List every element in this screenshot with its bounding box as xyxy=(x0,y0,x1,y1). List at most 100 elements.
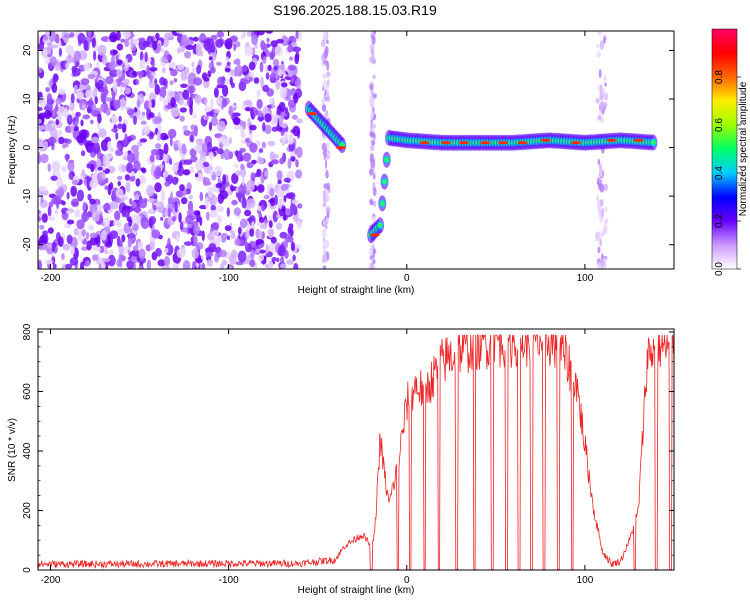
noise-blob xyxy=(278,69,283,77)
noise-blob xyxy=(324,89,327,97)
noise-blob xyxy=(57,186,65,198)
noise-blob xyxy=(255,229,263,239)
noise-blob xyxy=(223,148,231,161)
noise-blob xyxy=(604,92,608,102)
noise-blob xyxy=(207,186,214,198)
noise-blob xyxy=(126,260,134,269)
noise-blob xyxy=(281,82,288,88)
noise-blob xyxy=(323,49,329,60)
noise-blob xyxy=(295,159,299,168)
noise-blob xyxy=(48,216,55,221)
noise-blob xyxy=(326,211,330,218)
noise-blob xyxy=(290,76,295,83)
noise-blob xyxy=(47,136,57,145)
noise-blob xyxy=(276,222,283,231)
noise-blob xyxy=(167,207,172,218)
noise-blob xyxy=(83,39,89,51)
noise-blob xyxy=(595,97,600,104)
noise-blob xyxy=(269,197,276,207)
noise-blob xyxy=(97,44,107,56)
noise-blob xyxy=(206,141,213,153)
noise-blob xyxy=(264,113,272,123)
noise-blob xyxy=(370,110,374,120)
noise-blob xyxy=(45,87,50,93)
noise-blob xyxy=(129,175,136,182)
noise-blob xyxy=(276,257,280,263)
noise-blob xyxy=(288,223,294,230)
noise-blob xyxy=(204,115,209,121)
noise-blob xyxy=(124,57,128,69)
noise-blob xyxy=(193,125,198,137)
noise-blob xyxy=(199,216,203,226)
noise-blob xyxy=(209,200,215,206)
ridge-peak xyxy=(419,141,430,145)
noise-blob xyxy=(265,31,274,34)
noise-blob xyxy=(204,96,208,107)
noise-blob xyxy=(38,67,43,74)
noise-blob xyxy=(151,60,155,68)
snr-y-tick-label: 600 xyxy=(22,383,33,400)
noise-blob xyxy=(196,64,202,75)
noise-blob xyxy=(224,225,232,232)
spectrogram-y-tick-label: 10 xyxy=(22,93,33,105)
noise-blob xyxy=(101,154,111,165)
noise-blob xyxy=(265,72,270,80)
noise-blob xyxy=(234,66,238,77)
ridge-inner xyxy=(382,179,387,184)
noise-blob xyxy=(38,106,43,112)
noise-blob xyxy=(38,139,44,150)
noise-blob xyxy=(65,62,70,70)
noise-blob xyxy=(100,104,105,112)
noise-blob xyxy=(169,80,174,86)
noise-blob xyxy=(162,78,168,86)
noise-blob xyxy=(233,43,237,51)
noise-blob xyxy=(117,181,122,187)
noise-blob xyxy=(206,111,213,117)
noise-blob xyxy=(181,143,187,155)
noise-blob xyxy=(600,260,605,267)
noise-blob xyxy=(65,153,69,163)
noise-blob xyxy=(286,259,295,265)
noise-blob xyxy=(41,213,48,223)
noise-blob xyxy=(176,248,186,259)
noise-blob xyxy=(88,224,94,231)
noise-blob xyxy=(370,89,374,96)
spectrogram-x-tick-label: -100 xyxy=(219,273,239,284)
noise-blob xyxy=(69,32,75,38)
noise-blob xyxy=(38,259,42,269)
ridge-inner xyxy=(377,223,383,228)
noise-blob xyxy=(55,97,63,105)
noise-blob xyxy=(276,109,282,116)
noise-blob xyxy=(107,141,112,150)
noise-blob xyxy=(71,179,79,186)
noise-blob xyxy=(205,211,210,221)
noise-blob xyxy=(38,124,45,131)
noise-blob xyxy=(326,251,330,261)
noise-blob xyxy=(52,110,56,118)
noise-blob xyxy=(280,122,288,129)
noise-blob xyxy=(170,191,174,204)
noise-blob xyxy=(247,217,254,223)
noise-blob xyxy=(176,93,180,104)
noise-blob xyxy=(39,212,43,219)
noise-blob xyxy=(82,114,90,120)
noise-blob xyxy=(599,100,605,111)
noise-blob xyxy=(118,115,122,123)
noise-blob xyxy=(241,132,246,139)
noise-blob xyxy=(61,166,68,172)
noise-blob xyxy=(137,241,144,250)
noise-blob xyxy=(73,56,77,63)
noise-blob xyxy=(63,223,71,228)
noise-blob xyxy=(241,197,247,209)
noise-blob xyxy=(597,31,602,36)
noise-blob xyxy=(600,84,603,94)
noise-blob xyxy=(50,44,59,49)
noise-blob xyxy=(55,119,60,126)
noise-blob xyxy=(369,198,374,205)
noise-blob xyxy=(58,236,64,247)
noise-blob xyxy=(109,31,118,43)
noise-blob xyxy=(324,239,330,249)
noise-blob xyxy=(98,128,107,138)
noise-blob xyxy=(189,86,193,98)
noise-blob xyxy=(372,200,377,207)
